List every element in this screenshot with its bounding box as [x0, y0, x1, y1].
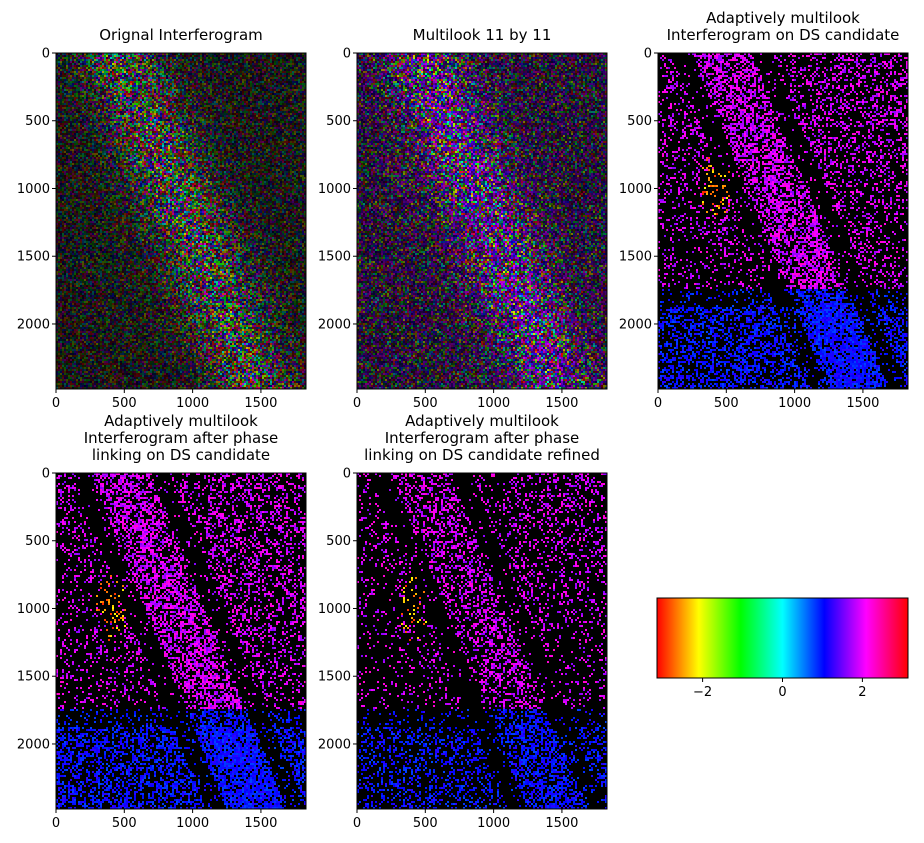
x-tick-label: 1000 [778, 396, 811, 411]
y-tick-label: 0 [42, 47, 50, 62]
y-tick-label: 500 [326, 114, 351, 129]
axes-frame [55, 472, 307, 810]
y-tick-label: 0 [644, 47, 652, 62]
x-tick-label: 1000 [477, 816, 510, 831]
y-tick-label: 0 [42, 467, 50, 482]
x-tick-label: 500 [112, 816, 137, 831]
y-tick-label: 0 [343, 47, 351, 62]
y-tick-label: 2000 [17, 317, 50, 332]
colorbar-tick-label: −2 [693, 685, 712, 700]
x-tick-label: 0 [52, 816, 60, 831]
y-tick-label: 500 [25, 534, 50, 549]
y-tick-label: 1500 [17, 670, 50, 685]
x-tick-label: 1500 [244, 816, 277, 831]
x-tick-label: 1000 [176, 816, 209, 831]
x-tick-label: 500 [112, 396, 137, 411]
colorbar-tick-label: 2 [858, 685, 866, 700]
x-tick-label: 1500 [545, 396, 578, 411]
x-tick-label: 1000 [176, 396, 209, 411]
axes-frame [657, 52, 909, 390]
x-tick-label: 1500 [244, 396, 277, 411]
colorbar: −2 0 2 [656, 597, 909, 700]
x-tick-label: 500 [714, 396, 739, 411]
y-tick-label: 1500 [318, 670, 351, 685]
y-tick-label: 1000 [17, 182, 50, 197]
y-tick-label: 2000 [318, 317, 351, 332]
y-tick-label: 1000 [318, 602, 351, 617]
panel-title: Orignal Interferogram [99, 26, 263, 44]
panel-2: Multilook 11 by 11 0 500 1000 1500 0 500 1000 15… [318, 26, 608, 411]
y-tick-label: 2000 [17, 737, 50, 752]
y-tick-label: 1500 [619, 250, 652, 265]
interferogram-image [56, 473, 306, 809]
panels-group: Orignal Interferogram 0 500 1000 1500 0 500 100… [17, 9, 909, 831]
y-tick-label: 0 [343, 467, 351, 482]
y-tick-label: 500 [25, 114, 50, 129]
y-tick-label: 1500 [17, 250, 50, 265]
y-tick-label: 2000 [619, 317, 652, 332]
x-tick-label: 0 [654, 396, 662, 411]
axes-frame [356, 472, 608, 810]
interferogram-image [658, 53, 908, 389]
y-tick-label: 1500 [318, 250, 351, 265]
x-tick-label: 0 [353, 396, 361, 411]
x-tick-label: 500 [413, 396, 438, 411]
panel-title: linking on DS candidate [92, 446, 270, 464]
x-tick-label: 1500 [846, 396, 879, 411]
x-tick-label: 1500 [545, 816, 578, 831]
y-tick-label: 2000 [318, 737, 351, 752]
x-tick-label: 500 [413, 816, 438, 831]
x-tick-label: 0 [52, 396, 60, 411]
colorbar-gradient [656, 597, 909, 679]
panel-title: Interferogram after phase [84, 429, 279, 447]
interferogram-image [357, 53, 607, 389]
panel-1: Orignal Interferogram 0 500 1000 1500 0 500 100… [17, 26, 307, 411]
panel-title: Adaptively multilook [405, 412, 559, 430]
axes-frame [55, 52, 307, 390]
interferogram-image [56, 53, 306, 389]
panel-title: Adaptively multilook [104, 412, 258, 430]
y-tick-label: 1000 [17, 602, 50, 617]
interferogram-image [357, 473, 607, 809]
y-tick-label: 500 [326, 534, 351, 549]
panel-title: Interferogram on DS candidate [667, 26, 900, 44]
y-tick-label: 1000 [619, 182, 652, 197]
panel-title: linking on DS candidate refined [364, 446, 600, 464]
y-tick-label: 500 [627, 114, 652, 129]
colorbar-tick-label: 0 [778, 685, 786, 700]
y-tick-label: 1000 [318, 182, 351, 197]
panel-title: Interferogram after phase [385, 429, 580, 447]
x-tick-label: 1000 [477, 396, 510, 411]
axes-frame [356, 52, 608, 390]
panel-title: Adaptively multilook [706, 9, 860, 27]
x-tick-label: 0 [353, 816, 361, 831]
panel-title: Multilook 11 by 11 [413, 26, 552, 44]
